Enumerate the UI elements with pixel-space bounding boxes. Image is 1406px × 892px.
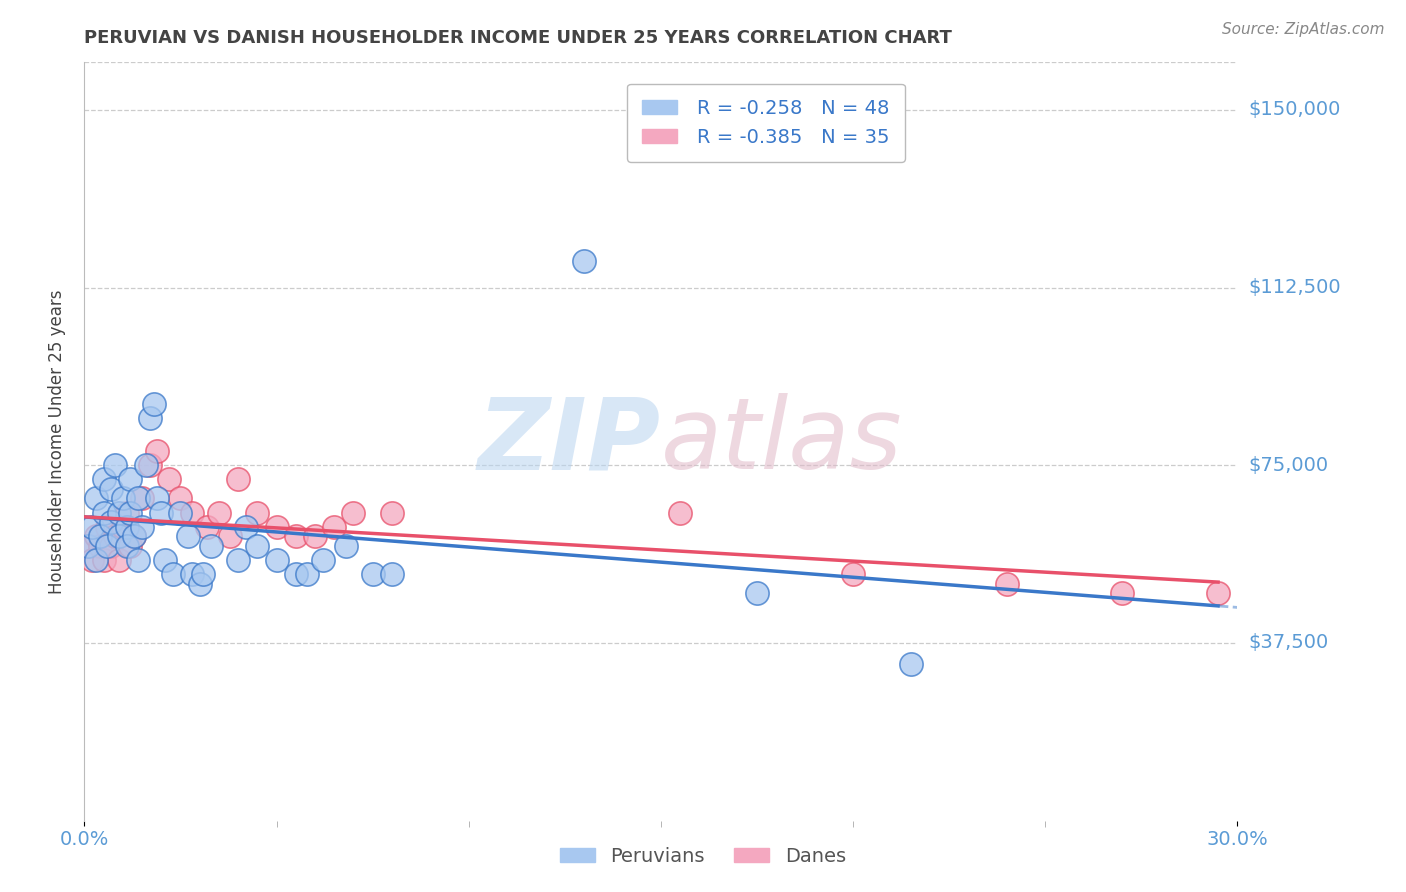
Text: PERUVIAN VS DANISH HOUSEHOLDER INCOME UNDER 25 YEARS CORRELATION CHART: PERUVIAN VS DANISH HOUSEHOLDER INCOME UN… [84,29,952,47]
Point [93,473,115,487]
Legend: Peruvians, Danes: Peruvians, Danes [553,838,853,873]
Point [284,529,307,543]
Point [311,553,333,567]
Point [284,567,307,582]
Point [150,506,173,520]
Text: $112,500: $112,500 [1249,278,1341,297]
Point [84,491,107,506]
Point [89,539,111,553]
Point [138,410,160,425]
Point [127,553,149,567]
Point [108,553,131,567]
Point [93,506,115,520]
Point [297,567,319,582]
Point [77,539,100,553]
Point [111,491,134,506]
Point [995,576,1018,591]
Point [120,506,142,520]
Point [200,539,222,553]
Point [96,520,118,534]
Point [108,506,131,520]
Point [77,539,100,553]
Point [335,539,357,553]
Point [304,529,326,543]
Point [142,396,165,410]
Point [157,473,180,487]
Point [96,539,118,553]
Point [842,567,865,582]
Point [100,482,122,496]
Point [115,539,138,553]
Text: ZIP: ZIP [478,393,661,490]
Text: $75,000: $75,000 [1249,456,1329,475]
Point [100,539,122,553]
Point [153,553,176,567]
Point [135,458,157,473]
Point [169,506,191,520]
Point [226,553,249,567]
Point [89,529,111,543]
Point [111,520,134,534]
Point [1206,586,1229,600]
Point [226,473,249,487]
Point [169,491,191,506]
Point [235,520,257,534]
Point [900,657,922,672]
Point [745,586,768,600]
Point [342,506,364,520]
Point [146,491,169,506]
Point [181,506,204,520]
Text: atlas: atlas [661,393,903,490]
Point [323,520,346,534]
Point [177,529,200,543]
Point [115,520,138,534]
Point [361,567,384,582]
Point [127,491,149,506]
Point [246,539,269,553]
Point [138,458,160,473]
Point [266,520,288,534]
Point [131,491,153,506]
Point [188,576,211,591]
Point [381,506,404,520]
Text: $37,500: $37,500 [1249,633,1329,652]
Point [1111,586,1133,600]
Point [120,473,142,487]
Point [104,458,127,473]
Point [162,567,184,582]
Point [124,529,146,543]
Point [120,539,142,553]
Point [104,529,127,543]
Point [195,520,218,534]
Point [246,506,269,520]
Point [208,506,231,520]
Text: $150,000: $150,000 [1249,100,1341,120]
Text: Source: ZipAtlas.com: Source: ZipAtlas.com [1222,22,1385,37]
Point [131,520,153,534]
Point [115,506,138,520]
Point [93,553,115,567]
Point [108,529,131,543]
Point [124,529,146,543]
Point [193,567,215,582]
Point [381,567,404,582]
Point [80,553,103,567]
Point [669,506,692,520]
Point [80,520,103,534]
Point [84,529,107,543]
Point [219,529,242,543]
Point [146,444,169,458]
Point [181,567,204,582]
Point [266,553,288,567]
Legend: R = -0.258   N = 48, R = -0.385   N = 35: R = -0.258 N = 48, R = -0.385 N = 35 [627,84,904,162]
Point [100,515,122,529]
Y-axis label: Householder Income Under 25 years: Householder Income Under 25 years [48,289,66,594]
Point [84,553,107,567]
Point [572,254,595,268]
